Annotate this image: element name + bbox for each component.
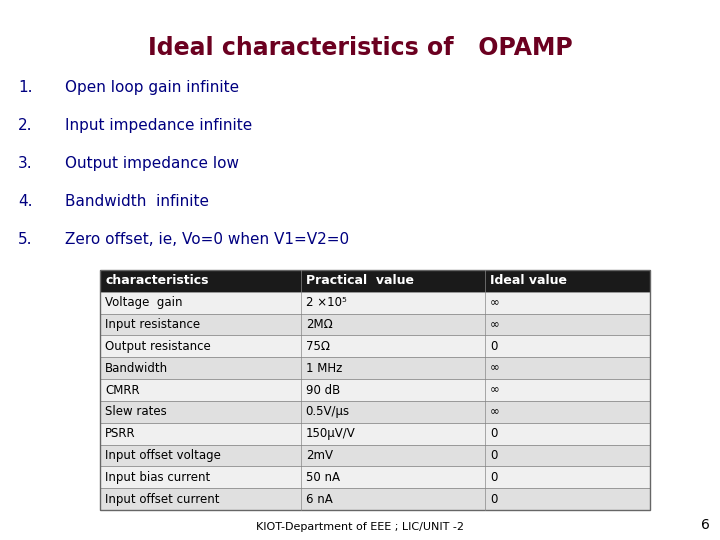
Bar <box>100 488 650 510</box>
Text: Bandwidth: Bandwidth <box>105 362 168 375</box>
Text: CMRR: CMRR <box>105 383 140 396</box>
Text: Input offset current: Input offset current <box>105 492 220 505</box>
Bar <box>100 270 650 510</box>
Text: Input resistance: Input resistance <box>105 318 200 331</box>
Bar <box>100 423 650 444</box>
Text: Voltage  gain: Voltage gain <box>105 296 182 309</box>
Text: Slew rates: Slew rates <box>105 406 167 419</box>
Text: 0.5V/μs: 0.5V/μs <box>306 406 350 419</box>
Text: ∞: ∞ <box>490 383 500 396</box>
Bar <box>100 314 650 335</box>
Text: Practical  value: Practical value <box>306 274 414 287</box>
Text: 2mV: 2mV <box>306 449 333 462</box>
Text: ∞: ∞ <box>490 362 500 375</box>
Text: 90 dB: 90 dB <box>306 383 340 396</box>
Bar <box>100 467 650 488</box>
Text: Output resistance: Output resistance <box>105 340 211 353</box>
Text: 2MΩ: 2MΩ <box>306 318 333 331</box>
Text: 0: 0 <box>490 471 498 484</box>
Bar <box>100 270 650 292</box>
Text: 0: 0 <box>490 340 498 353</box>
Text: 0: 0 <box>490 449 498 462</box>
Text: 1.: 1. <box>18 80 32 95</box>
Text: 150μV/V: 150μV/V <box>306 427 356 440</box>
Text: Zero offset, ie, Vo=0 when V1=V2=0: Zero offset, ie, Vo=0 when V1=V2=0 <box>65 232 349 247</box>
Text: characteristics: characteristics <box>105 274 209 287</box>
Text: Open loop gain infinite: Open loop gain infinite <box>65 80 239 95</box>
Bar <box>100 444 650 467</box>
Text: KIOT-Department of EEE ; LIC/UNIT -2: KIOT-Department of EEE ; LIC/UNIT -2 <box>256 522 464 532</box>
Text: Input impedance infinite: Input impedance infinite <box>65 118 252 133</box>
Bar <box>100 335 650 357</box>
Bar <box>100 292 650 314</box>
Text: Ideal characteristics of   OPAMP: Ideal characteristics of OPAMP <box>148 36 572 60</box>
Bar <box>100 379 650 401</box>
Text: 3.: 3. <box>18 156 32 171</box>
Text: 2 ×10⁵: 2 ×10⁵ <box>306 296 346 309</box>
Text: 6 nA: 6 nA <box>306 492 333 505</box>
Text: Input bias current: Input bias current <box>105 471 210 484</box>
Text: 1 MHz: 1 MHz <box>306 362 342 375</box>
Text: PSRR: PSRR <box>105 427 135 440</box>
Text: 75Ω: 75Ω <box>306 340 330 353</box>
Text: ∞: ∞ <box>490 318 500 331</box>
Text: Ideal value: Ideal value <box>490 274 567 287</box>
Text: Input offset voltage: Input offset voltage <box>105 449 221 462</box>
Text: 0: 0 <box>490 427 498 440</box>
Text: Output impedance low: Output impedance low <box>65 156 239 171</box>
Text: 5.: 5. <box>18 232 32 247</box>
Text: 4.: 4. <box>18 194 32 209</box>
Bar <box>100 401 650 423</box>
Text: 50 nA: 50 nA <box>306 471 340 484</box>
Text: 0: 0 <box>490 492 498 505</box>
Text: 2.: 2. <box>18 118 32 133</box>
Text: Bandwidth  infinite: Bandwidth infinite <box>65 194 209 209</box>
Text: ∞: ∞ <box>490 406 500 419</box>
Text: ∞: ∞ <box>490 296 500 309</box>
Text: 6: 6 <box>701 518 710 532</box>
Bar <box>100 357 650 379</box>
